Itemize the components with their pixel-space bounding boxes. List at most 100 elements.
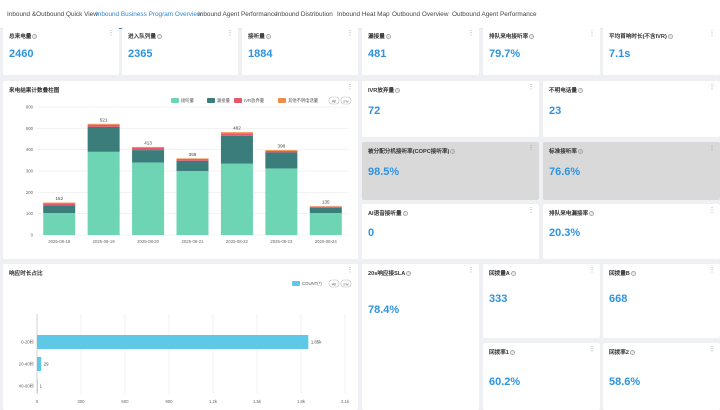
bar-2025-08-18-series-2[interactable]: [43, 205, 76, 214]
kpi-value: 23: [549, 105, 562, 117]
bar-2025-08-22-series-2[interactable]: [220, 135, 253, 164]
bar-2025-08-21-series-1[interactable]: [176, 171, 209, 235]
bar-2025-08-21-series-3[interactable]: [176, 159, 209, 161]
kpi-label: 不明电话量: [549, 88, 577, 94]
tab-inbound-distribution[interactable]: Inbound Distribution: [276, 11, 333, 18]
bar-2025-08-21-series-4[interactable]: [176, 158, 209, 160]
help-icon[interactable]: ?: [529, 34, 535, 40]
legend-label[interactable]: IVR放弃量: [244, 97, 265, 104]
legend-swatch: [292, 281, 300, 286]
bar-2025-08-19-series-4[interactable]: [87, 123, 120, 125]
help-icon[interactable]: ?: [450, 149, 456, 155]
more-icon[interactable]: ⋮: [588, 30, 596, 37]
more-icon[interactable]: ⋮: [527, 145, 535, 152]
bar-2025-08-20-series-4[interactable]: [132, 146, 165, 148]
help-icon[interactable]: ?: [156, 34, 162, 40]
bar-2025-08-24-series-2[interactable]: [309, 207, 342, 214]
more-icon[interactable]: ⋮: [226, 30, 234, 37]
help-icon[interactable]: ?: [630, 271, 636, 277]
x-tick-label: 300: [77, 399, 85, 404]
help-icon[interactable]: ?: [395, 88, 401, 94]
x-tick-label: 2025-08-20: [137, 239, 160, 244]
y-tick-label: 0-20秒: [21, 339, 35, 346]
inverse-toggle-label: Inv: [343, 98, 348, 103]
more-icon[interactable]: ⋮: [467, 30, 475, 37]
legend-label[interactable]: 漏接量: [217, 97, 231, 104]
bar-2025-08-19-series-2[interactable]: [87, 126, 120, 152]
bar-2025-08-22-series-1[interactable]: [220, 163, 253, 235]
all-toggle[interactable]: [328, 279, 340, 288]
more-icon[interactable]: ⋮: [708, 84, 716, 91]
more-icon[interactable]: ⋮: [708, 267, 716, 274]
kpi-label: 20s响应接SLA: [368, 271, 406, 277]
bar-2025-08-24-series-3[interactable]: [309, 206, 342, 208]
tab-outbound-agent-performance[interactable]: Outbound Agent Performance: [452, 11, 537, 18]
bar-2025-08-18-series-4[interactable]: [43, 202, 76, 204]
bar-2025-08-22-series-4[interactable]: [220, 132, 253, 134]
bar-2025-08-23-series-1[interactable]: [265, 168, 298, 235]
legend-label[interactable]: 接听量: [181, 97, 195, 104]
total-label: 398: [278, 144, 286, 149]
tab-inbound-agent-performance[interactable]: Inbound Agent Performance: [198, 11, 278, 18]
more-icon[interactable]: ⋮: [346, 84, 354, 91]
x-tick-label: 2025-08-21: [182, 239, 205, 244]
more-icon[interactable]: ⋮: [527, 84, 535, 91]
tab-inbound-heat-map[interactable]: Inbound Heat Map: [337, 11, 390, 18]
help-icon[interactable]: ?: [577, 88, 583, 94]
more-icon[interactable]: ⋮: [467, 267, 475, 274]
x-tick-label: 2025-08-19: [93, 239, 116, 244]
kpi-value: 1884: [248, 48, 273, 60]
more-icon[interactable]: ⋮: [708, 346, 716, 353]
bar-2025-08-24-series-1[interactable]: [309, 213, 342, 235]
kpi-label: IVR放弃量: [368, 88, 395, 94]
total-label: 521: [100, 117, 108, 122]
more-icon[interactable]: ⋮: [107, 30, 115, 37]
inverse-toggle[interactable]: [340, 96, 352, 105]
bar-row-2[interactable]: [37, 357, 42, 371]
bar-2025-08-22-series-3[interactable]: [220, 133, 253, 136]
bar-2025-08-20-series-3[interactable]: [132, 147, 165, 151]
tab-inbound-outbound-quick-view[interactable]: Inbound &Outbound Quick View: [7, 11, 98, 18]
bar-2025-08-18-series-3[interactable]: [43, 203, 76, 206]
more-icon[interactable]: ⋮: [708, 207, 716, 214]
bar-row-3[interactable]: [37, 379, 38, 393]
help-icon[interactable]: ?: [265, 34, 271, 40]
more-icon[interactable]: ⋮: [527, 207, 535, 214]
legend-label[interactable]: 其他不明电话量: [288, 97, 319, 104]
more-icon[interactable]: ⋮: [708, 145, 716, 152]
kpi-value: 668: [609, 293, 628, 305]
bar-row-1[interactable]: [37, 335, 309, 349]
help-icon[interactable]: ?: [385, 34, 391, 40]
kpi-value: 78.4%: [368, 304, 400, 316]
help-icon[interactable]: ?: [509, 350, 515, 356]
help-icon[interactable]: ?: [667, 34, 673, 40]
bar-2025-08-23-series-3[interactable]: [265, 150, 298, 153]
bar-2025-08-21-series-2[interactable]: [176, 160, 209, 171]
tab-outbound-overview[interactable]: Outbound Overview: [392, 11, 449, 18]
x-tick-label: 600: [121, 399, 129, 404]
all-toggle[interactable]: [328, 96, 340, 105]
help-icon[interactable]: ?: [402, 211, 408, 217]
help-icon[interactable]: ?: [577, 149, 583, 155]
help-icon[interactable]: ?: [629, 350, 635, 356]
bar-2025-08-23-series-2[interactable]: [265, 152, 298, 169]
bar-2025-08-23-series-4[interactable]: [265, 150, 298, 151]
more-icon[interactable]: ⋮: [588, 267, 596, 274]
bar-2025-08-20-series-2[interactable]: [132, 150, 165, 163]
more-icon[interactable]: ⋮: [346, 267, 354, 274]
bar-2025-08-18-series-1[interactable]: [43, 213, 76, 235]
more-icon[interactable]: ⋮: [588, 346, 596, 353]
bar-2025-08-19-series-1[interactable]: [87, 151, 120, 235]
help-icon[interactable]: ?: [589, 211, 595, 217]
more-icon[interactable]: ⋮: [346, 30, 354, 37]
more-icon[interactable]: ⋮: [708, 30, 716, 37]
legend-label[interactable]: COUNT(*): [302, 281, 322, 286]
bar-2025-08-20-series-1[interactable]: [132, 162, 165, 235]
help-icon[interactable]: ?: [510, 271, 516, 277]
tab-inbound-business-program-overview[interactable]: Inbound Business Program Overview: [96, 0, 202, 29]
help-icon[interactable]: ?: [406, 271, 412, 277]
help-icon[interactable]: ?: [32, 34, 38, 40]
inverse-toggle[interactable]: [340, 279, 352, 288]
bar-2025-08-19-series-3[interactable]: [87, 124, 120, 127]
total-label: 359: [189, 152, 197, 157]
